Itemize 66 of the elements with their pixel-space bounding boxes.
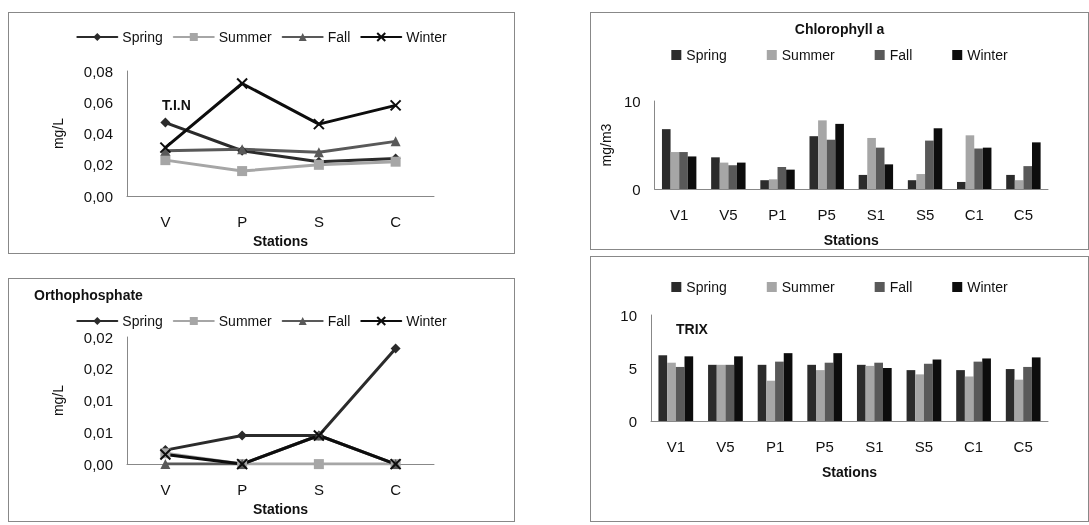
y-tick-label: 0 [632,180,641,198]
x-tick-label: S1 [865,438,884,455]
y-tick-label: 0,08 [83,62,113,80]
x-axis-title: Stations [252,233,309,249]
legend-label: Spring [122,313,163,329]
y-tick-label: 0,00 [83,455,113,473]
legend-label: Summer [218,29,273,45]
x-tick-label: P5 [815,438,834,455]
x-tick-label: V5 [719,206,738,223]
y-tick-label: 0,01 [83,423,113,441]
x-tick-label: C1 [963,438,984,455]
legend-label: Summer [218,313,273,329]
x-tick-label: S1 [866,206,886,223]
y-tick-label: 0 [628,412,637,430]
y-axis-title: mg/m3 [598,123,614,167]
x-tick-label: S [313,213,324,231]
legend-label: Spring [686,279,727,295]
x-axis-title: Stations [252,501,309,517]
x-tick-label: V1 [669,206,689,223]
x-axis-title: Stations [823,232,880,248]
x-tick-label: C1 [964,206,984,223]
legend-label: Spring [122,29,163,45]
y-tick-label: 10 [620,306,637,324]
y-tick-label: 0,02 [83,156,113,174]
chart-title: TRIX [676,321,709,337]
legend-label: Winter [406,29,448,45]
chart-title: Chlorophyll a [794,21,885,37]
x-tick-label: V5 [716,438,735,455]
legend-label: Fall [327,29,351,45]
x-tick-label: P [237,481,248,499]
x-tick-label: V [160,481,171,499]
y-tick-label: 0,00 [83,187,113,205]
legend-label: Fall [889,47,913,63]
y-tick-label: 0,01 [83,392,113,410]
y-tick-label: 10 [623,92,641,110]
x-tick-label: C5 [1013,438,1033,455]
y-axis-title: mg/L [50,117,66,150]
y-tick-label: 5 [628,359,637,377]
y-tick-label: 0,04 [83,125,113,143]
x-tick-label: P1 [765,438,785,455]
x-tick-label: S5 [914,438,934,455]
x-tick-label: C [390,481,402,499]
chart-title: Orthophosphate [34,287,144,303]
y-tick-label: 0,02 [83,360,113,378]
legend-label: Fall [889,279,913,295]
legend-label: Winter [406,313,448,329]
x-tick-label: S [313,481,324,499]
legend-label: Summer [781,279,836,295]
x-tick-label: P [237,213,248,231]
x-axis-title: Stations [821,464,878,480]
text: T.I.N [162,97,191,113]
y-tick-label: 0,02 [83,328,113,346]
legend-label: Winter [967,279,1009,295]
x-tick-label: P5 [817,206,836,223]
x-tick-label: C5 [1013,206,1034,223]
x-tick-label: V1 [666,438,685,455]
legend-label: Winter [967,47,1009,63]
x-tick-label: V [160,213,171,231]
y-tick-label: 0,06 [83,93,113,111]
legend-label: Fall [327,313,351,329]
legend-label: Summer [781,47,836,63]
x-tick-label: C [390,213,402,231]
legend-label: Spring [686,47,727,63]
x-tick-label: S5 [915,206,935,223]
y-axis-title: mg/L [50,384,66,417]
x-tick-label: P1 [768,206,787,223]
